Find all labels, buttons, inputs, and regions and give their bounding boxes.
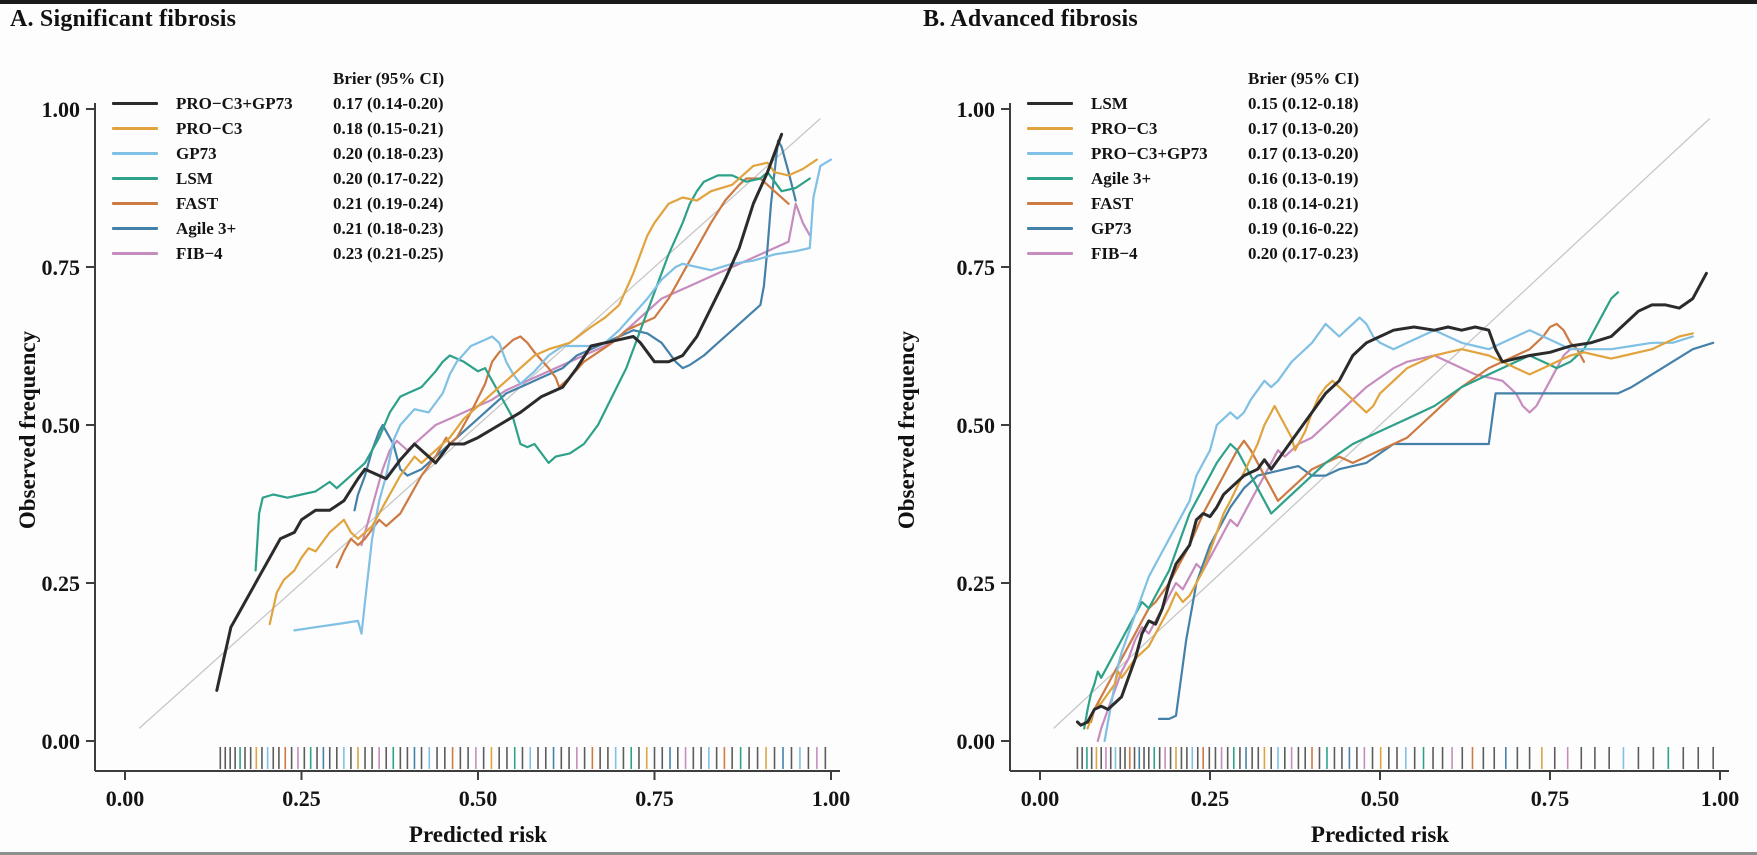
legend-series-label: PRO−C3+GP73 (1091, 144, 1208, 163)
legend-item: LSM 0.15 (0.12-0.18) (1027, 91, 1359, 116)
svg-text:1.00: 1.00 (812, 786, 851, 811)
top-border-line (0, 0, 1757, 4)
svg-text:0.25: 0.25 (282, 786, 321, 811)
legend-line-swatch (112, 202, 158, 205)
legend-series-label: FIB−4 (176, 244, 223, 263)
legend-brier-header: Brier (95% CI) (333, 69, 445, 88)
legend-series-label: Agile 3+ (176, 219, 237, 238)
svg-text:1.00: 1.00 (1701, 786, 1740, 811)
legend-line-swatch (1027, 227, 1073, 230)
legend-item: PRO−C3 0.18 (0.15-0.21) (112, 116, 444, 141)
legend-series-label: LSM (1091, 94, 1128, 113)
x-axis-title: Predicted risk (408, 822, 548, 847)
legend-brier-value: 0.20 (0.17-0.23) (1248, 244, 1359, 263)
y-axis-title: Observed frequency (15, 330, 40, 530)
svg-text:0.75: 0.75 (957, 255, 996, 280)
svg-text:0.50: 0.50 (42, 413, 81, 438)
calibration-chart-significant-fibrosis: 0.00 0.25 0.50 0.75 1.00 0.00 0.25 0.50 0.75 1.00 (42, 97, 851, 811)
legend-item: Agile 3+ 0.16 (0.13-0.19) (1027, 166, 1359, 191)
legend-line-swatch (1027, 202, 1073, 205)
panel-a-title: A. Significant fibrosis (10, 6, 237, 32)
svg-text:0.00: 0.00 (957, 729, 996, 754)
legend-series-label: GP73 (1091, 219, 1132, 238)
legend-brier-value: 0.21 (0.18-0.23) (333, 219, 444, 238)
legend-item: PRO−C3+GP73 0.17 (0.13-0.20) (1027, 141, 1359, 166)
legend-item: GP73 0.19 (0.16-0.22) (1027, 216, 1359, 241)
svg-text:0.50: 0.50 (459, 786, 498, 811)
legend-line-swatch (112, 102, 158, 105)
legend-series-label: FAST (176, 194, 219, 213)
legend-brier-value: 0.17 (0.13-0.20) (1248, 144, 1359, 163)
calibration-chart-advanced-fibrosis: 0.00 0.25 0.50 0.75 1.00 0.00 0.25 0.50 0.75 1.00 (957, 97, 1740, 811)
panel-significant-fibrosis: A. Significant fibrosis 0.00 0.25 0.50 0.75… (0, 0, 878, 855)
legend-item: PRO−C3+GP73 0.17 (0.14-0.20) (112, 91, 444, 116)
y-axis-title: Observed frequency (894, 330, 919, 530)
legend-brier-value: 0.18 (0.14-0.21) (1248, 194, 1359, 213)
legend-brier-value: 0.16 (0.13-0.19) (1248, 169, 1359, 188)
legend-line-swatch (1027, 252, 1073, 255)
svg-text:0.00: 0.00 (1021, 786, 1060, 811)
legend-line-swatch (112, 152, 158, 155)
legend-line-swatch (1027, 127, 1073, 130)
svg-text:0.25: 0.25 (1191, 786, 1230, 811)
legend-brier-header: Brier (95% CI) (1248, 69, 1360, 88)
panel-b-title: B. Advanced fibrosis (923, 6, 1138, 32)
legend-line-swatch (112, 252, 158, 255)
bottom-border-line (0, 852, 1757, 855)
legend-brier-value: 0.19 (0.16-0.22) (1248, 219, 1359, 238)
legend-series-label: PRO−C3+GP73 (176, 94, 293, 113)
legend-item: LSM 0.20 (0.17-0.22) (112, 166, 444, 191)
svg-text:1.00: 1.00 (42, 97, 81, 122)
legend-brier-value: 0.23 (0.21-0.25) (333, 244, 444, 263)
legend-series-label: PRO−C3 (176, 119, 243, 138)
svg-text:1.00: 1.00 (957, 97, 996, 122)
legend-line-swatch (112, 177, 158, 180)
legend-item: FAST 0.21 (0.19-0.24) (112, 191, 444, 216)
legend-item: FIB−4 0.23 (0.21-0.25) (112, 241, 444, 266)
legend-line-swatch (1027, 152, 1073, 155)
legend-line-swatch (1027, 177, 1073, 180)
legend-brier-value: 0.17 (0.13-0.20) (1248, 119, 1359, 138)
legend-series-label: Agile 3+ (1091, 169, 1152, 188)
legend-brier-value: 0.21 (0.19-0.24) (333, 194, 444, 213)
svg-text:0.75: 0.75 (635, 786, 674, 811)
legend-panel-b: Brier (95% CI) LSM 0.15 (0.12-0.18) PRO−… (1027, 66, 1359, 266)
legend-line-swatch (1027, 102, 1073, 105)
legend-brier-value: 0.17 (0.14-0.20) (333, 94, 444, 113)
legend-panel-a: Brier (95% CI) PRO−C3+GP73 0.17 (0.14-0.… (112, 66, 444, 266)
legend-series-label: LSM (176, 169, 213, 188)
legend-item: GP73 0.20 (0.18-0.23) (112, 141, 444, 166)
legend-series-label: FIB−4 (1091, 244, 1138, 263)
legend-brier-value: 0.18 (0.15-0.21) (333, 119, 444, 138)
legend-brier-value: 0.20 (0.18-0.23) (333, 144, 444, 163)
panel-advanced-fibrosis: B. Advanced fibrosis 0.00 0.25 0.50 0.75 1.0… (879, 0, 1757, 855)
legend-item: FIB−4 0.20 (0.17-0.23) (1027, 241, 1359, 266)
legend-line-swatch (112, 227, 158, 230)
svg-text:0.50: 0.50 (1361, 786, 1400, 811)
legend-brier-value: 0.20 (0.17-0.22) (333, 169, 444, 188)
legend-series-label: FAST (1091, 194, 1134, 213)
legend-brier-value: 0.15 (0.12-0.18) (1248, 94, 1359, 113)
svg-text:0.75: 0.75 (1531, 786, 1570, 811)
legend-series-label: GP73 (176, 144, 217, 163)
svg-text:0.25: 0.25 (957, 571, 996, 596)
legend-line-swatch (112, 127, 158, 130)
legend-item: FAST 0.18 (0.14-0.21) (1027, 191, 1359, 216)
legend-item: Agile 3+ 0.21 (0.18-0.23) (112, 216, 444, 241)
svg-text:0.00: 0.00 (42, 729, 81, 754)
legend-series-label: PRO−C3 (1091, 119, 1158, 138)
svg-text:0.00: 0.00 (106, 786, 145, 811)
svg-text:0.25: 0.25 (42, 571, 81, 596)
svg-text:0.50: 0.50 (957, 413, 996, 438)
svg-text:0.75: 0.75 (42, 255, 81, 280)
legend-item: PRO−C3 0.17 (0.13-0.20) (1027, 116, 1359, 141)
x-axis-title: Predicted risk (1310, 822, 1450, 847)
